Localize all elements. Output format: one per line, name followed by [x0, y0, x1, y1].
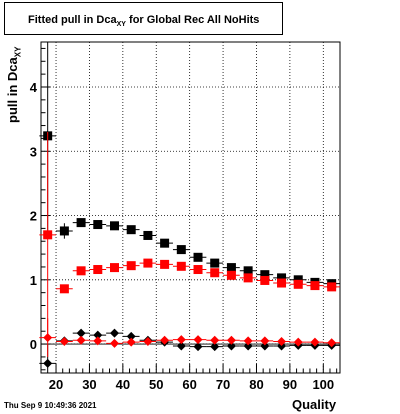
- y-axis-label: pull in DcaXY: [5, 47, 23, 123]
- square-marker: [310, 281, 320, 291]
- diamond-marker: [210, 342, 220, 352]
- square-marker: [126, 261, 136, 271]
- x-tick-label: 100: [312, 377, 334, 392]
- data-series: [39, 42, 340, 373]
- datestamp: Thu Sep 9 10:49:36 2021: [4, 401, 97, 410]
- diamond-marker: [109, 328, 119, 338]
- plot-frame: [40, 41, 341, 374]
- x-tick-label: 90: [283, 377, 297, 392]
- y-tick-label: 3: [30, 144, 37, 159]
- x-tick-label: 30: [82, 377, 96, 392]
- square-marker: [76, 266, 86, 276]
- diamond-marker: [93, 336, 103, 346]
- y-axis-label-subscript: XY: [13, 46, 23, 58]
- diamond-marker: [310, 337, 320, 347]
- diamond-marker: [126, 337, 136, 347]
- diamond-marker: [109, 338, 119, 348]
- y-tick-label: 4: [30, 80, 38, 95]
- square-marker: [109, 221, 119, 231]
- square-marker: [59, 226, 69, 236]
- diamond-marker: [226, 335, 236, 345]
- diamond-marker: [293, 337, 303, 347]
- square-marker: [109, 263, 119, 273]
- square-marker: [193, 252, 203, 262]
- square-marker: [59, 284, 69, 294]
- chart-title-box: Fitted pull in DcaXY for Global Rec All …: [4, 2, 283, 35]
- diamond-marker: [277, 337, 287, 347]
- square-marker: [160, 259, 170, 269]
- diamond-marker: [226, 341, 236, 351]
- square-marker: [160, 238, 170, 248]
- series-4: [39, 318, 340, 357]
- diamond-marker: [126, 331, 136, 341]
- diamond-marker: [143, 337, 153, 347]
- x-tick-label: 50: [149, 377, 163, 392]
- diamond-marker: [260, 341, 270, 351]
- square-marker: [176, 245, 186, 255]
- x-tick-label: 20: [49, 377, 63, 392]
- diamond-marker: [160, 335, 170, 345]
- square-marker: [293, 279, 303, 289]
- square-marker: [176, 261, 186, 271]
- x-tick-label: 80: [249, 377, 263, 392]
- x-tick-label: 70: [216, 377, 230, 392]
- square-marker: [226, 270, 236, 280]
- square-marker: [93, 265, 103, 275]
- diamond-marker: [93, 330, 103, 340]
- chart-title-prefix: Fitted pull in Dca: [28, 14, 117, 26]
- square-marker: [143, 258, 153, 268]
- x-tick-label: 60: [182, 377, 196, 392]
- square-marker: [210, 268, 220, 278]
- square-marker: [126, 225, 136, 235]
- series-2: [39, 131, 340, 338]
- square-marker: [193, 265, 203, 275]
- diamond-marker: [193, 335, 203, 345]
- y-tick-label: 0: [30, 337, 37, 352]
- diamond-marker: [243, 336, 253, 346]
- diamond-marker: [76, 335, 86, 345]
- diamond-marker: [210, 335, 220, 345]
- square-marker: [260, 275, 270, 285]
- diamond-marker: [59, 337, 69, 347]
- y-tick-label: 2: [30, 209, 37, 224]
- square-marker: [243, 273, 253, 283]
- square-marker: [277, 278, 287, 288]
- diamond-marker: [176, 335, 186, 345]
- x-axis-label: Quality: [292, 397, 337, 412]
- chart-title-subscript: XY: [116, 21, 126, 29]
- tick-labels: 20 30 40 50 60 70 80 90 100 0 1 2 3 4: [30, 80, 334, 392]
- x-tick-label: 40: [116, 377, 130, 392]
- chart-title: Fitted pull in DcaXY for Global Rec All …: [28, 14, 259, 28]
- square-marker: [143, 230, 153, 240]
- diamond-marker: [327, 338, 337, 348]
- diamond-marker: [193, 342, 203, 352]
- square-marker: [327, 282, 337, 292]
- square-marker: [260, 270, 270, 280]
- y-tick-label: 1: [30, 273, 37, 288]
- square-marker: [277, 273, 287, 283]
- square-marker: [76, 218, 86, 228]
- diamond-marker: [176, 341, 186, 351]
- square-marker: [226, 263, 236, 273]
- square-marker: [93, 220, 103, 230]
- square-marker: [243, 266, 253, 276]
- diamond-marker: [43, 358, 53, 368]
- square-marker: [210, 258, 220, 268]
- diamond-marker: [76, 328, 86, 338]
- diamond-marker: [260, 336, 270, 346]
- diamond-marker: [43, 333, 53, 343]
- diamond-marker: [243, 341, 253, 351]
- y-axis-label-prefix: pull in Dca: [5, 57, 20, 123]
- chart-title-suffix: for Global Rec All NoHits: [129, 14, 260, 26]
- square-marker: [43, 230, 53, 240]
